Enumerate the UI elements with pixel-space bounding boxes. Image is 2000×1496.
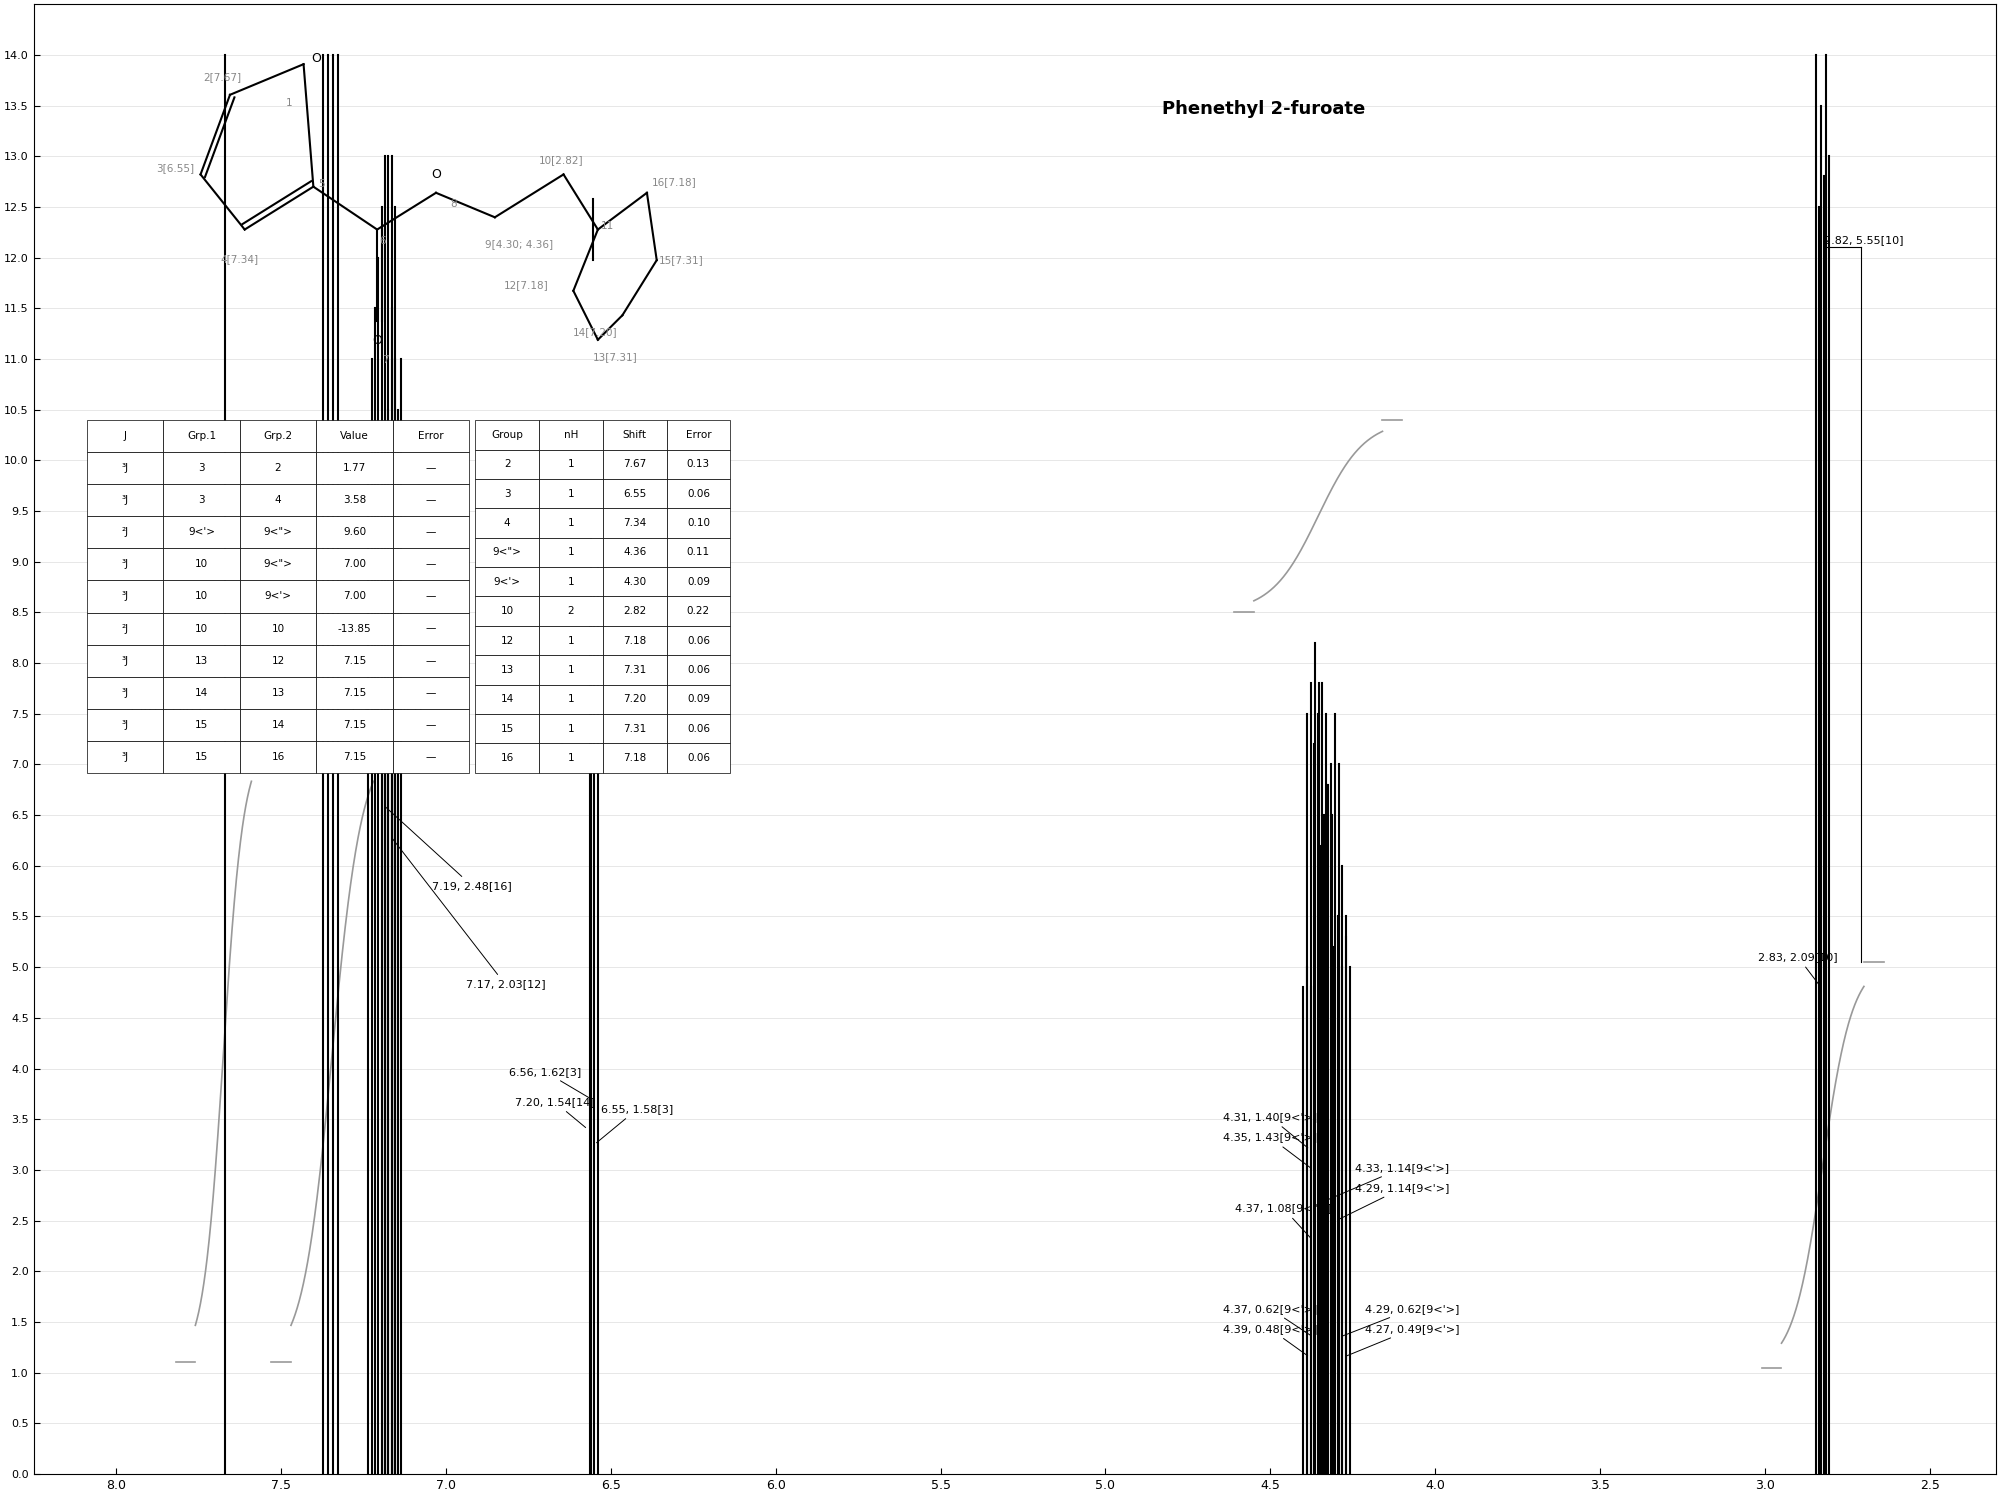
Text: 4.39, 0.48[9<'>]: 4.39, 0.48[9<'>] bbox=[1224, 1324, 1318, 1355]
Text: 7.67, 3.20[2]: 7.67, 3.20[2] bbox=[130, 702, 222, 712]
Text: 4.29, 0.62[9<'>]: 4.29, 0.62[9<'>] bbox=[1342, 1305, 1460, 1336]
Text: 2.82, 5.55[10]: 2.82, 5.55[10] bbox=[1824, 235, 1904, 245]
Text: 4.31, 1.40[9<'>]: 4.31, 1.40[9<'>] bbox=[1224, 1112, 1318, 1147]
Text: 6.55, 1.58[3]: 6.55, 1.58[3] bbox=[596, 1104, 674, 1143]
Text: 2.83, 2.09[10]: 2.83, 2.09[10] bbox=[1758, 951, 1838, 986]
Text: 4.27, 0.49[9<'>]: 4.27, 0.49[9<'>] bbox=[1346, 1324, 1460, 1357]
Text: Phenethyl 2-furoate: Phenethyl 2-furoate bbox=[1162, 100, 1366, 118]
Text: 7.19, 2.48[16]: 7.19, 2.48[16] bbox=[386, 806, 512, 892]
Text: 6.56, 1.62[3]: 6.56, 1.62[3] bbox=[508, 1067, 588, 1098]
Text: 4.29, 1.14[9<'>]: 4.29, 1.14[9<'>] bbox=[1338, 1183, 1450, 1219]
Text: 4.37, 1.08[9<">]: 4.37, 1.08[9<">] bbox=[1236, 1203, 1332, 1239]
Text: 7.20, 1.54[14]: 7.20, 1.54[14] bbox=[514, 1097, 594, 1128]
Text: 4.37, 0.62[9<'>]: 4.37, 0.62[9<'>] bbox=[1224, 1305, 1318, 1336]
Text: 4.35, 1.43[9<'>]: 4.35, 1.43[9<'>] bbox=[1224, 1132, 1318, 1168]
Text: 4.33, 1.14[9<'>]: 4.33, 1.14[9<'>] bbox=[1328, 1162, 1450, 1200]
Text: 7.17, 2.03[12]: 7.17, 2.03[12] bbox=[392, 838, 546, 989]
Text: 7.35, 3.15[4]: 7.35, 3.15[4] bbox=[334, 702, 422, 718]
